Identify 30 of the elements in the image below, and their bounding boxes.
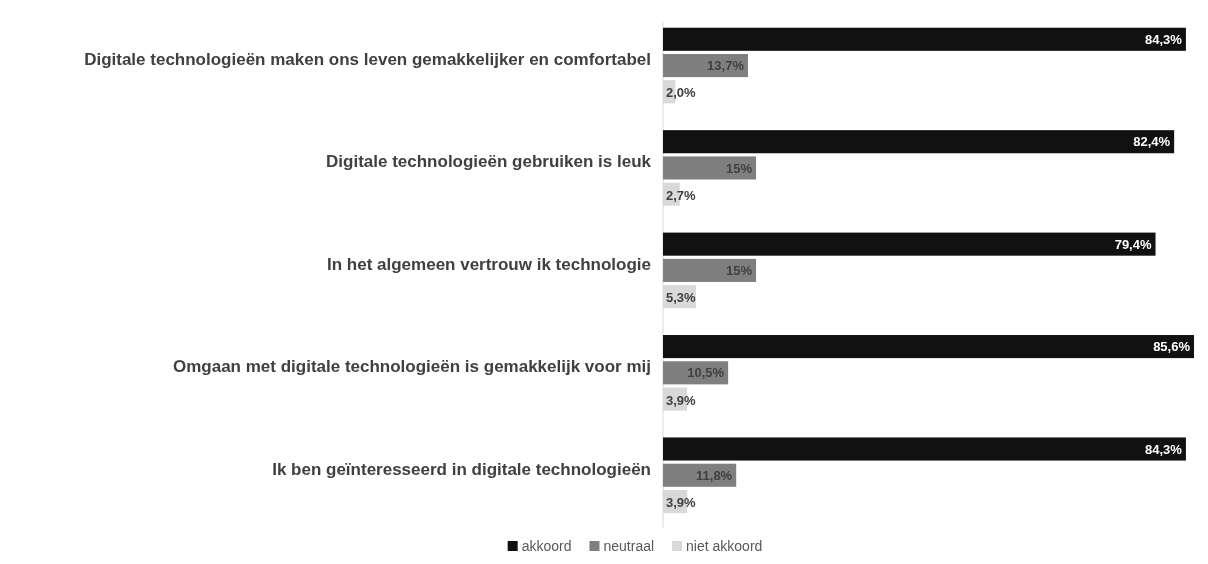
bar [663, 130, 1175, 154]
bar [663, 27, 1186, 51]
legend-label: neutraal [603, 537, 655, 554]
legend-label: akkoord [521, 537, 572, 554]
y-tick-label: Digitale technologieën gebruiken is leuk [326, 152, 652, 172]
y-tick-label: In het algemeen vertrouw ik technologie [326, 254, 651, 274]
data-label: 11,8% [696, 467, 733, 483]
data-label: 15% [726, 262, 753, 278]
data-label: 5,3% [666, 290, 697, 306]
data-label: 84,3% [1145, 441, 1183, 457]
data-label: 15% [726, 160, 753, 176]
data-label: 84,3% [1145, 31, 1183, 47]
bar [663, 335, 1194, 359]
legend-label: niet akkoord [686, 537, 763, 554]
y-tick-label: Digitale technologieën maken ons leven gemakkelijker en comfortabel [84, 50, 651, 70]
y-tick-label: Ik ben geïnteresseerd in digitale technologieën [272, 459, 651, 479]
data-label: 82,4% [1133, 134, 1171, 150]
data-label: 2,7% [666, 187, 697, 203]
y-tick-label: Omgaan met digitale technologieën is gemakkelijk voor mij [172, 357, 651, 377]
data-label: 85,6% [1153, 339, 1191, 355]
bar [663, 156, 757, 180]
data-label: 79,4% [1114, 236, 1152, 252]
bar [663, 258, 757, 282]
bar [663, 232, 1156, 256]
data-label: 2,0% [666, 85, 697, 101]
data-label: 3,9% [666, 392, 697, 408]
data-label: 10,5% [687, 365, 725, 381]
data-label: 13,7% [707, 58, 745, 74]
data-label: 3,9% [666, 495, 697, 511]
bar [663, 437, 1186, 461]
